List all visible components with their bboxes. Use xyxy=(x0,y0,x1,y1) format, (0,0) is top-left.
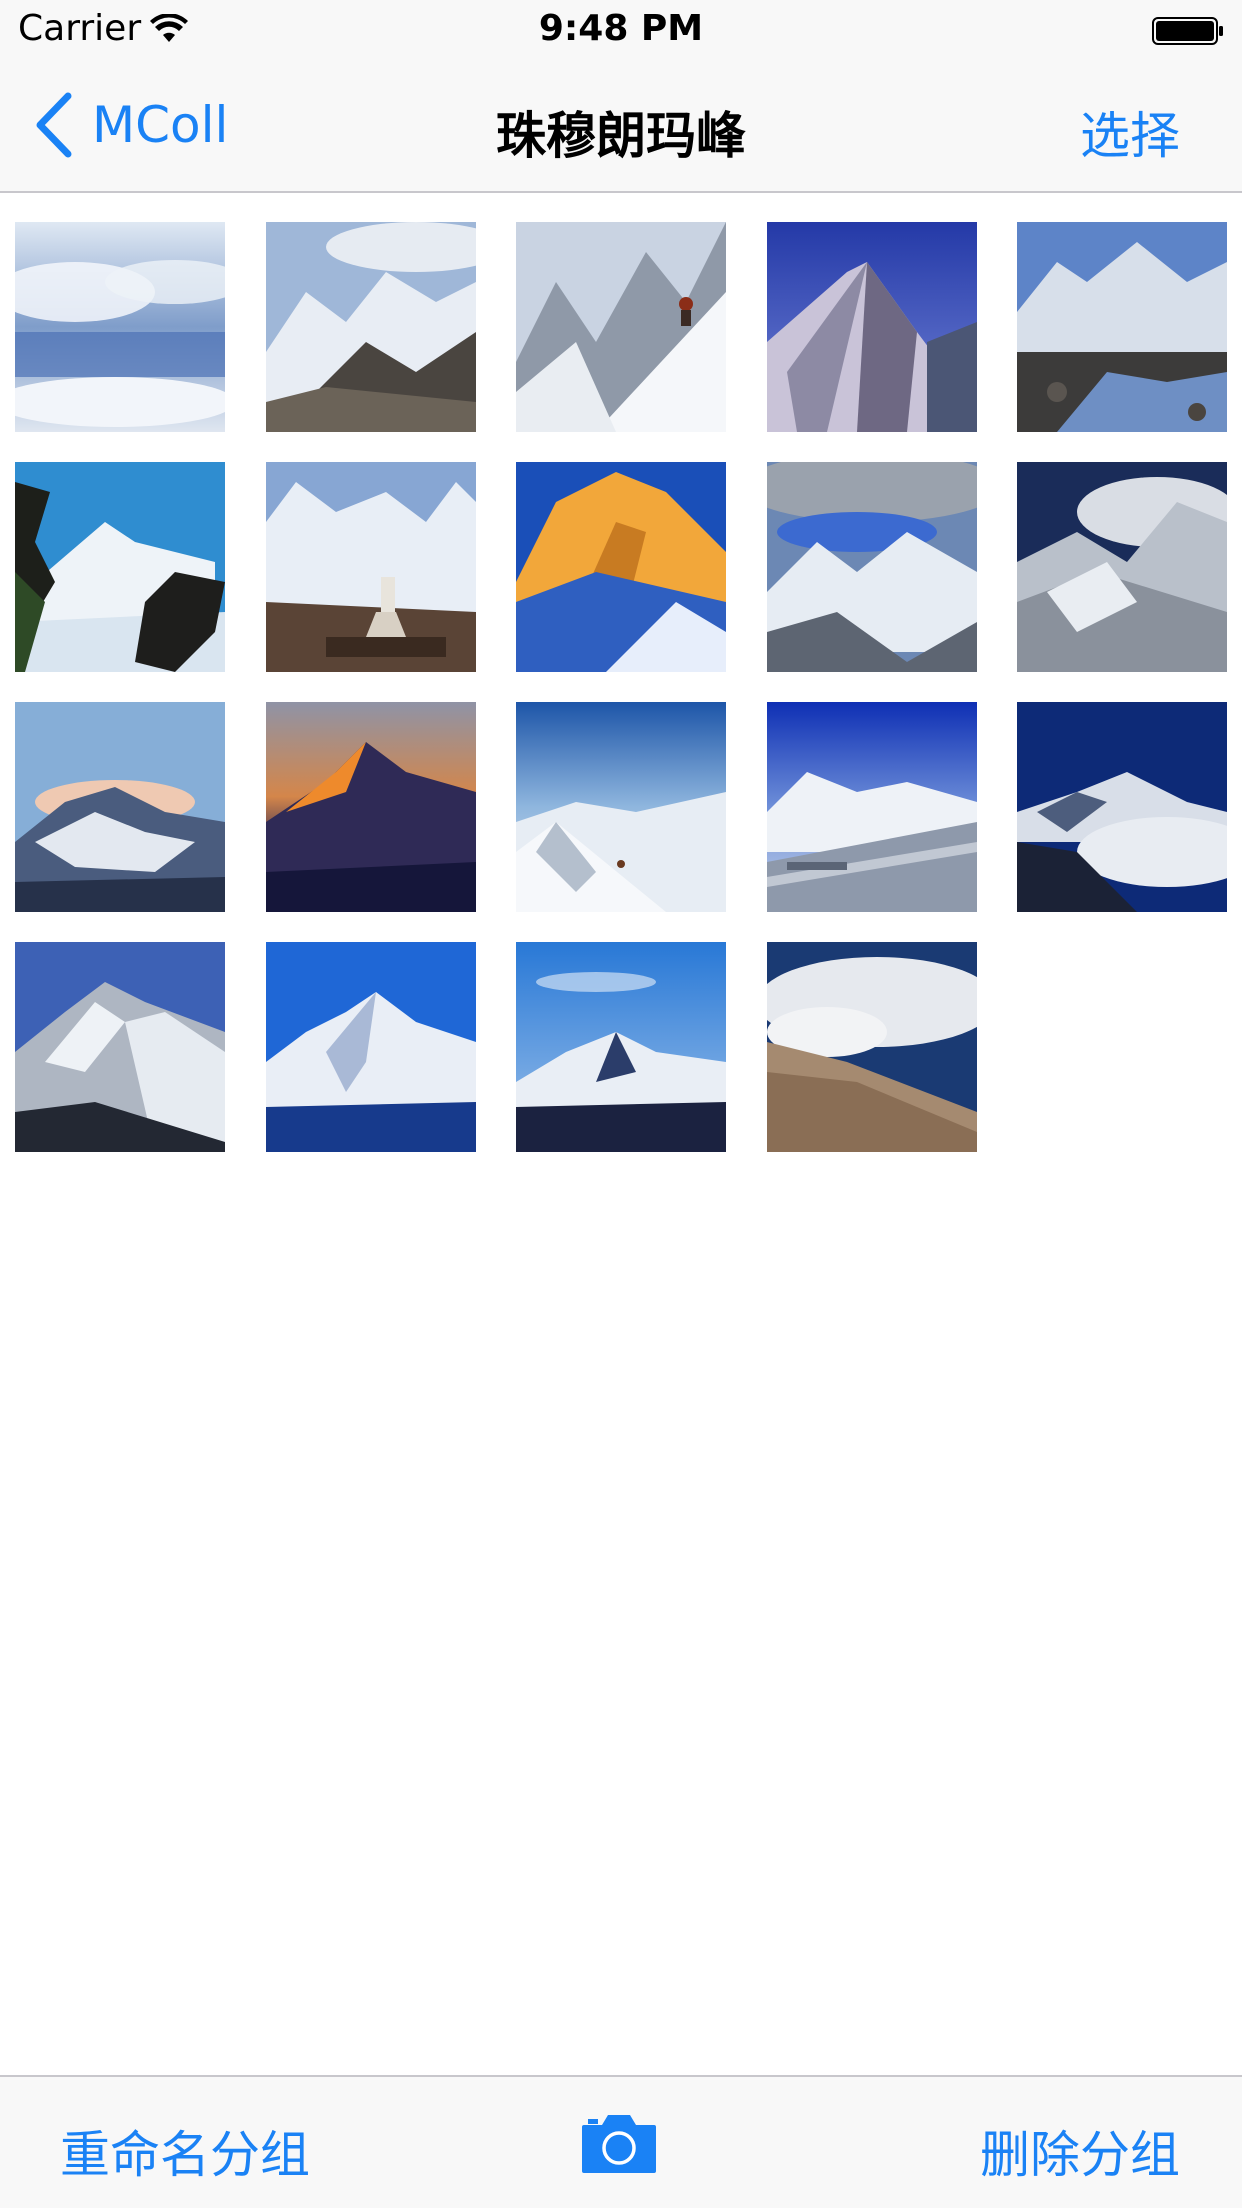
photo-8-image xyxy=(516,462,726,672)
photo-thumbnail-12[interactable] xyxy=(266,702,476,912)
page-title: 珠穆朗玛峰 xyxy=(496,107,746,165)
photo-thumbnail-5[interactable] xyxy=(1017,222,1227,432)
photo-thumbnail-2[interactable] xyxy=(266,222,476,432)
back-button[interactable]: MColl xyxy=(34,90,228,160)
photo-11-image xyxy=(15,702,225,912)
photo-thumbnail-19[interactable] xyxy=(767,942,977,1152)
photo-18-image xyxy=(516,942,726,1152)
photo-thumbnail-10[interactable] xyxy=(1017,462,1227,672)
photo-1-image xyxy=(15,222,225,432)
photo-6-image xyxy=(15,462,225,672)
photo-thumbnail-11[interactable] xyxy=(15,702,225,912)
photo-13-image xyxy=(516,702,726,912)
photo-10-image xyxy=(1017,462,1227,672)
photo-15-image xyxy=(1017,702,1227,912)
photo-17-image xyxy=(266,942,476,1152)
photo-thumbnail-9[interactable] xyxy=(767,462,977,672)
photo-thumbnail-18[interactable] xyxy=(516,942,726,1152)
photo-thumbnail-7[interactable] xyxy=(266,462,476,672)
photo-thumbnail-1[interactable] xyxy=(15,222,225,432)
back-button-label: MColl xyxy=(92,96,229,154)
photo-thumbnail-15[interactable] xyxy=(1017,702,1227,912)
photo-thumbnail-13[interactable] xyxy=(516,702,726,912)
chevron-left-icon xyxy=(36,92,72,158)
bottom-toolbar: 重命名分组 删除分组 xyxy=(0,2075,1242,2208)
status-bar: Carrier 9:48 PM xyxy=(0,0,1242,60)
photo-19-image xyxy=(767,942,977,1152)
photo-7-image xyxy=(266,462,476,672)
photo-4-image xyxy=(767,222,977,432)
photo-9-image xyxy=(767,462,977,672)
battery-icon xyxy=(1152,17,1223,45)
camera-icon[interactable] xyxy=(580,2113,658,2175)
photo-thumbnail-3[interactable] xyxy=(516,222,726,432)
delete-group-button[interactable]: 删除分组 xyxy=(980,2126,1180,2184)
photo-thumbnail-16[interactable] xyxy=(15,942,225,1152)
photo-16-image xyxy=(15,942,225,1152)
select-button[interactable]: 选择 xyxy=(1080,107,1180,165)
photo-3-image xyxy=(516,222,726,432)
photo-5-image xyxy=(1017,222,1227,432)
clock: 9:48 PM xyxy=(538,8,704,49)
photo-grid xyxy=(0,193,1242,2075)
photo-2-image xyxy=(266,222,476,432)
wifi-icon xyxy=(150,14,188,42)
rename-group-button[interactable]: 重命名分组 xyxy=(60,2126,310,2184)
photo-12-image xyxy=(266,702,476,912)
carrier-label: Carrier xyxy=(18,8,142,49)
photo-thumbnail-6[interactable] xyxy=(15,462,225,672)
photo-thumbnail-4[interactable] xyxy=(767,222,977,432)
photo-thumbnail-14[interactable] xyxy=(767,702,977,912)
photo-thumbnail-8[interactable] xyxy=(516,462,726,672)
photo-14-image xyxy=(767,702,977,912)
navigation-bar: MColl 珠穆朗玛峰 选择 xyxy=(0,60,1242,193)
photo-thumbnail-17[interactable] xyxy=(266,942,476,1152)
